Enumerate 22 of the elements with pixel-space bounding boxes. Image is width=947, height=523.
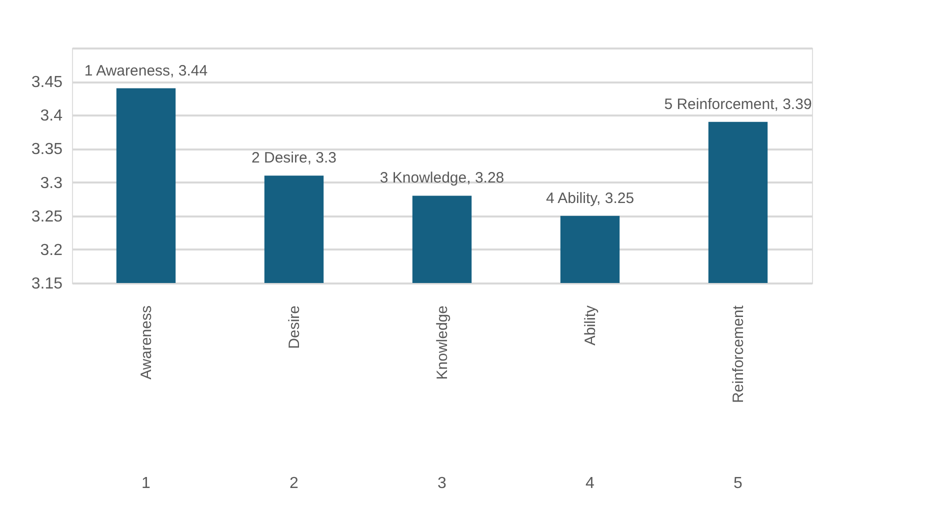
text: 2	[290, 475, 299, 492]
y-tick-label: 3.2	[40, 242, 63, 259]
x-tick-label: Reinforcement	[730, 304, 747, 404]
text: 4	[586, 475, 595, 492]
x-tick-label: Knowledge	[434, 306, 451, 380]
y-tick-label: 3.4	[40, 108, 63, 125]
data-label: 5 Reinforcement, 3.39	[664, 96, 812, 113]
y-tick-label: 3.3	[40, 174, 63, 192]
data-label: 1 Awareness, 3.44	[84, 62, 208, 80]
x-tick-label: Ability	[582, 305, 599, 346]
text: 3	[438, 475, 447, 492]
y-tick-label: 3.45	[31, 74, 63, 92]
data-label: 4 Ability, 3.25	[546, 190, 634, 207]
text: 5	[734, 475, 743, 492]
data-label: 3 Knowledge, 3.28	[380, 170, 504, 187]
x-tick-label: Desire	[286, 306, 303, 349]
y-tick-label: 3.25	[31, 208, 63, 226]
x-tick-label: Awareness	[138, 306, 155, 380]
data-label: 2 Desire, 3.3	[251, 150, 337, 167]
text: 1	[142, 475, 151, 492]
y-tick-label: 3.35	[31, 141, 63, 158]
y-tick-label: 3.15	[31, 276, 63, 292]
